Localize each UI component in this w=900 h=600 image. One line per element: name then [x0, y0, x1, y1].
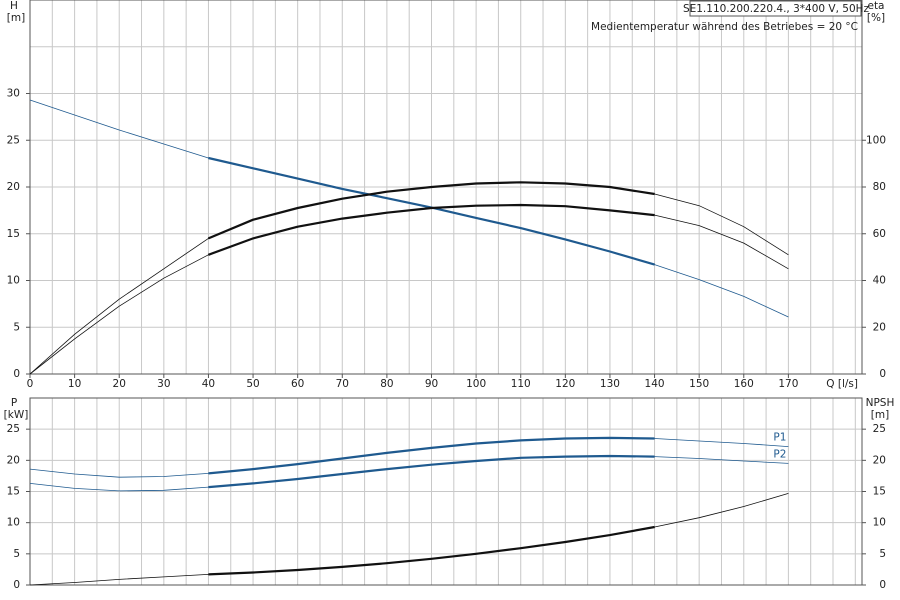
y-tick-label: 10	[7, 275, 20, 287]
y2-tick-label: 5	[879, 548, 886, 560]
y2-axis-unit: [%]	[867, 12, 885, 24]
y2-tick-label: 20	[873, 454, 886, 466]
chart-subtitle: Medientemperatur während des Betriebes =…	[591, 21, 858, 33]
y2-tick-label: 60	[873, 228, 886, 240]
y-tick-label: 25	[7, 423, 20, 435]
chart-title: SE1.110.200.220.4., 3*400 V, 50Hz	[683, 3, 870, 15]
x-tick-label: 100	[466, 378, 486, 390]
x-tick-label: 130	[600, 378, 620, 390]
x-tick-label: 170	[778, 378, 798, 390]
curve-operating-range	[208, 525, 655, 576]
header-box	[689, 0, 862, 17]
x-tick-label: 10	[68, 378, 81, 390]
x-tick-label: 90	[425, 378, 438, 390]
y-axis-label: H	[10, 0, 18, 12]
y-tick-label: 30	[7, 88, 20, 100]
y2-tick-label: 10	[873, 517, 886, 529]
curve-label: P1	[773, 432, 786, 444]
x-tick-label: 0	[27, 378, 34, 390]
x-tick-label: 80	[380, 378, 393, 390]
y-axis-unit: [m]	[7, 12, 25, 24]
x-tick-label: 160	[734, 378, 754, 390]
y2-tick-label: 80	[873, 181, 886, 193]
y-tick-label: 15	[7, 228, 20, 240]
y-tick-label: 25	[7, 134, 20, 146]
y2-tick-label: 15	[873, 486, 886, 498]
y2-tick-label: 0	[879, 579, 886, 591]
curve-label: P2	[773, 448, 786, 460]
x-tick-label: 140	[645, 378, 665, 390]
y-tick-label: 20	[7, 181, 20, 193]
y-tick-label: 20	[7, 454, 20, 466]
data-layer: 0 10 20 30 40 50 60 70 80 90 100 110 120 130 140 150 160…	[7, 88, 886, 592]
y2-axis-label: NPSH	[866, 397, 895, 409]
y-axis-label: P	[11, 397, 17, 409]
y2-tick-label: 25	[873, 423, 886, 435]
y-tick-label: 0	[13, 368, 20, 380]
x-axis-label: Q [l/s]	[826, 378, 858, 390]
x-tick-label: 70	[336, 378, 349, 390]
x-tick-label: 150	[689, 378, 709, 390]
x-tick-label: 40	[202, 378, 215, 390]
y2-tick-label: 40	[873, 275, 886, 287]
x-tick-label: 110	[511, 378, 531, 390]
y2-tick-label: 20	[873, 321, 886, 333]
y-tick-label: 5	[13, 321, 20, 333]
y-axis-unit: [kW]	[4, 409, 29, 421]
y2-tick-label: 100	[866, 134, 886, 146]
x-tick-label: 60	[291, 378, 304, 390]
curve-operating-range	[208, 454, 655, 489]
curve-operating-range	[208, 203, 655, 256]
y-tick-label: 0	[13, 579, 20, 591]
grid-layer	[29, 0, 863, 586]
y-tick-label: 5	[13, 548, 20, 560]
x-tick-label: 50	[246, 378, 259, 390]
curve-operating-range	[207, 181, 655, 240]
y2-axis-unit: [m]	[871, 409, 889, 421]
y-tick-label: 15	[7, 486, 20, 498]
curve-operating-range	[208, 436, 655, 475]
y-tick-label: 10	[7, 517, 20, 529]
x-tick-label: 20	[113, 378, 126, 390]
x-tick-label: 120	[555, 378, 575, 390]
y2-axis-label: eta	[867, 0, 884, 12]
y2-tick-label: 0	[879, 368, 886, 380]
x-tick-label: 30	[157, 378, 170, 390]
